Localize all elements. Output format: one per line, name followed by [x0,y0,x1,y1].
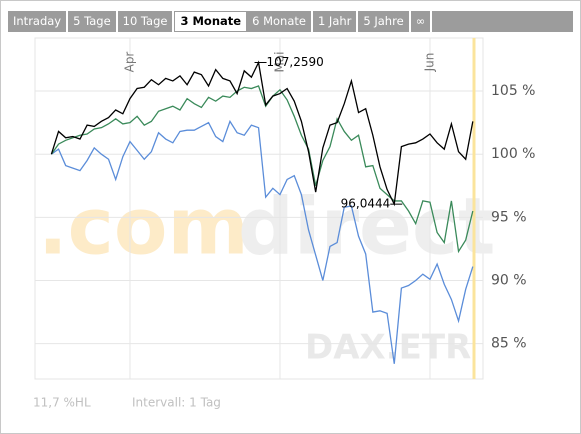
x-tick-label: Apr [122,52,136,73]
y-tick-label: 100 % [491,146,535,162]
series-line [50,60,474,207]
y-tick-label: 95 % [491,209,527,225]
range-label: 11,7 %HL [33,396,91,410]
plot-frame [34,37,484,380]
tab[interactable]: 5 Tage [68,11,118,32]
tab[interactable]: 5 Jahre [358,11,411,32]
tab-bar: Intraday 5 Tage 10 Tage 3 Monate 6 Monate 1 J… [8,11,573,32]
x-tick-label: Mai [272,51,286,72]
series-line [50,85,474,254]
annotation-label: 107,2590 [267,55,324,69]
y-tick-label: 85 % [491,336,527,352]
watermark: .com [38,182,249,272]
tab[interactable]: Intraday [8,11,69,32]
y-tick-label: 105 % [491,83,535,99]
interval-label: Intervall: 1 Tag [132,396,221,410]
tab[interactable]: ∞ [411,11,433,32]
tab[interactable]: 10 Tage [118,11,175,32]
series-line [51,119,474,364]
exchange-watermark: DAX.ETR [305,328,471,368]
tab[interactable]: 1 Jahr [313,11,359,32]
x-tick-label: Jun [422,53,436,73]
tab[interactable]: 6 Monate [247,11,313,32]
y-tick-label: 90 % [491,272,527,288]
tab[interactable]: 3 Monate [174,11,248,32]
annotation-label: 96,0444 [341,197,391,211]
